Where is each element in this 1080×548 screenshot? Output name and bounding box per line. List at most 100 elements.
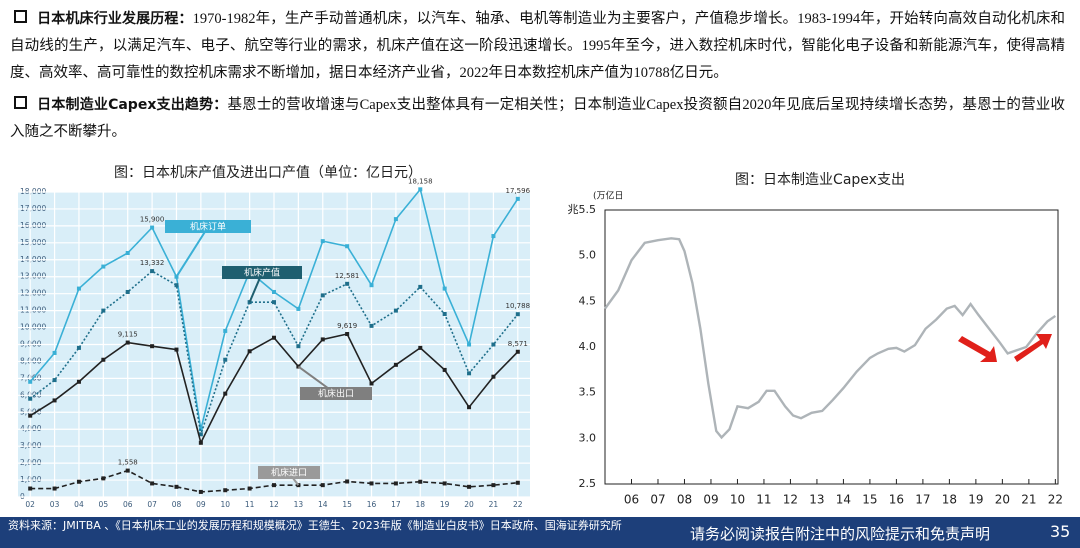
data-label: 13,332 [140, 259, 165, 267]
point [101, 476, 106, 481]
x-tick-label: 21 [1021, 493, 1036, 507]
point [515, 312, 520, 317]
x-tick-label: 10 [220, 500, 230, 509]
x-tick-label: 10 [730, 493, 745, 507]
red-arrow [1014, 334, 1052, 362]
point [101, 264, 106, 269]
page-number: 35 [1050, 522, 1071, 541]
legend-label: 机床进口 [271, 467, 307, 479]
point [52, 350, 57, 355]
point [101, 308, 106, 313]
point [345, 332, 350, 337]
footer: 资料来源：JMITBA 、《日本机床工业的发展历程和规模概况》王德生、2023年… [0, 517, 1080, 548]
x-tick-label: 09 [703, 493, 718, 507]
point [442, 312, 447, 316]
point [272, 335, 276, 340]
point [174, 347, 179, 352]
y-axis-title: (万亿日 [593, 190, 624, 202]
point [320, 483, 325, 488]
point [174, 283, 179, 288]
leader-line [175, 226, 209, 278]
x-tick-label: 09 [196, 500, 206, 509]
y-tick-label: 3.0 [579, 431, 597, 444]
point [393, 362, 398, 367]
x-tick-label: 22 [513, 500, 523, 509]
series-line [29, 270, 519, 435]
x-tick-label: 07 [650, 493, 665, 507]
legend-box [258, 466, 320, 479]
bullet-label: 日本制造业Capex支出趋势： [37, 97, 228, 113]
x-tick-label: 16 [889, 493, 904, 507]
point [223, 488, 228, 493]
point [247, 486, 252, 491]
point [125, 468, 130, 473]
x-tick-label: 14 [836, 493, 851, 507]
point [76, 286, 81, 291]
legend-box [165, 220, 251, 233]
red-arrow [958, 336, 997, 362]
series-line [604, 237, 1057, 440]
bullet-text: 基恩士的营收增速与Capex支出整体具有一定相关性；日本制造业Capex投资额自… [10, 97, 1065, 140]
point [223, 391, 228, 396]
point [101, 357, 106, 362]
y-tick-label: 兆5.5 [568, 203, 597, 216]
data-label: 12,581 [335, 272, 360, 280]
point [28, 413, 33, 418]
x-tick-label: 07 [147, 500, 157, 509]
point [272, 289, 276, 294]
point [369, 323, 374, 328]
x-tick-label: 22 [1048, 493, 1063, 507]
point [467, 371, 472, 376]
point [198, 489, 203, 494]
point [515, 196, 520, 201]
bullet-label: 日本机床行业发展历程： [37, 11, 193, 27]
point [125, 251, 130, 255]
point [491, 374, 496, 379]
x-tick-label: 08 [677, 493, 692, 507]
point [369, 381, 374, 386]
legend-label: 机床产值 [244, 267, 280, 279]
point [272, 300, 276, 305]
bullet: 日本机床行业发展历程：1970-1982年，生产手动普通机床，以汽车、轴承、电机… [10, 6, 1065, 87]
data-label: 9,619 [337, 322, 357, 330]
point [150, 225, 155, 230]
point [369, 481, 374, 486]
x-tick-label: 16 [367, 500, 377, 509]
point [345, 244, 350, 249]
point [418, 345, 423, 350]
point [418, 479, 423, 484]
point [442, 367, 447, 372]
point [150, 269, 155, 274]
x-tick-label: 05 [99, 500, 109, 509]
point [418, 187, 423, 192]
point [369, 283, 374, 288]
point [296, 306, 301, 311]
legend-label: 机床出口 [318, 388, 354, 400]
plot-area [604, 209, 1059, 485]
point [247, 349, 252, 354]
point [345, 281, 350, 286]
data-label: 1,558 [118, 459, 138, 467]
point [345, 479, 350, 484]
point [125, 340, 130, 345]
point [76, 345, 81, 350]
point [467, 405, 472, 410]
point [52, 378, 57, 383]
x-tick-label: 06 [624, 493, 639, 507]
disclaimer: 请务必阅读报告附注中的风险提示和免责声明 [690, 525, 991, 543]
bullet-text: 1970-1982年，生产手动普通机床，以汽车、轴承、电机等制造业为主要客户，产… [10, 11, 1066, 81]
point [515, 480, 520, 485]
point [223, 357, 228, 362]
bullet-icon [14, 10, 27, 23]
x-tick-label: 15 [862, 493, 877, 507]
chart-title: 图：日本机床产值及进出口产值（单位：亿日元） [114, 165, 422, 181]
x-tick-label: 18 [942, 493, 957, 507]
x-tick-label: 13 [294, 500, 304, 509]
bullet-icon [14, 96, 27, 109]
x-tick-label: 06 [123, 500, 133, 509]
charts: 图：日本机床产值及进出口产值（单位：亿日元）01,0002,0003,0004,… [18, 165, 1063, 509]
point [28, 379, 33, 384]
data-label: 9,115 [118, 331, 138, 339]
point [393, 481, 398, 486]
